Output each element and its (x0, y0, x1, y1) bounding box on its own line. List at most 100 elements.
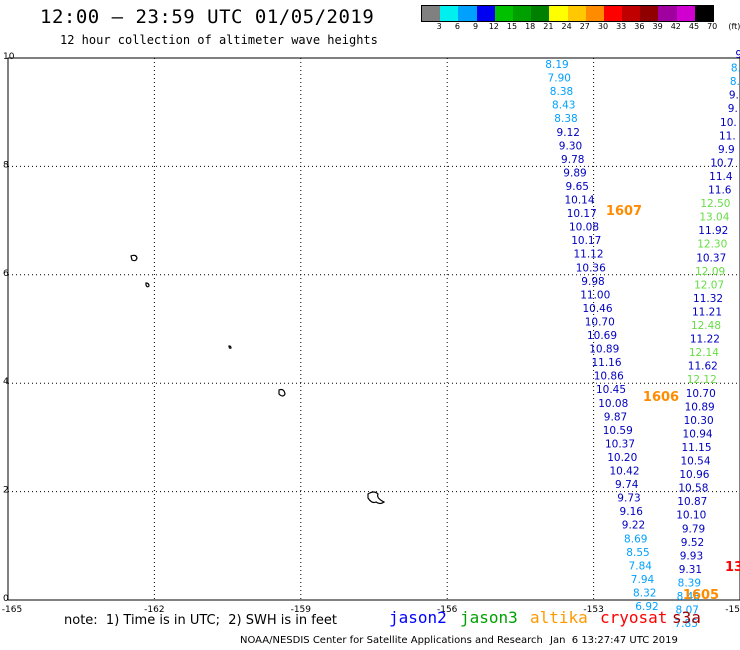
color-scale-label: 39 (652, 22, 663, 31)
color-scale-label: 3 (436, 22, 442, 31)
wave-height-value: 11.62 (688, 361, 718, 373)
wave-height-value: 9.93 (680, 550, 703, 562)
color-swatch (658, 6, 677, 21)
wave-height-value: 11.4 (709, 171, 733, 183)
wave-height-value: 10.37 (696, 252, 726, 264)
wave-height-value: 7.94 (631, 574, 655, 586)
wave-height-value: 8.48 (677, 591, 700, 603)
color-scale-label: (ft) (728, 22, 740, 31)
island-outline (145, 282, 150, 288)
wave-height-value: 8. (731, 63, 740, 75)
wave-height-value: 11.15 (681, 442, 711, 454)
color-scale-label: 33 (616, 22, 627, 31)
color-scale-bar (421, 5, 714, 22)
wave-height-value: 10. (720, 117, 737, 129)
wave-height-value: 10.70 (686, 388, 716, 400)
wave-height-value: 10.45 (596, 384, 626, 396)
color-swatch (476, 6, 495, 21)
wave-height-value: 10.08 (598, 398, 628, 410)
wave-height-value: 8.55 (626, 547, 649, 559)
legend-entry: jason2 (389, 608, 447, 627)
color-scale-label: 27 (579, 22, 590, 31)
x-tick-label: -15 (725, 605, 740, 615)
legend-entry: s3a (672, 608, 701, 627)
wave-height-value: 9.87 (604, 411, 627, 423)
legend-entry: altika (530, 608, 588, 627)
wave-height-value: 12.30 (697, 239, 727, 251)
wave-height-value: 11.12 (573, 249, 603, 261)
color-scale-label: 70 (707, 22, 718, 31)
wave-height-value: 11. (719, 130, 736, 142)
wave-height-value: 9.52 (681, 537, 704, 549)
wave-height-value: 9.74 (615, 479, 639, 491)
wave-height-value: 8.32 (633, 587, 656, 599)
island-outline (367, 491, 386, 505)
track-label: 1607 (606, 204, 642, 219)
map-subtitle: 12 hour collection of altimeter wave hei… (60, 33, 378, 47)
color-swatch (494, 6, 513, 21)
credit-line: NOAA/NESDIS Center for Satellite Applica… (240, 635, 543, 646)
wave-height-value: 11.00 (580, 289, 610, 301)
wave-height-value: 9.31 (679, 564, 702, 576)
track-label: 1606 (643, 390, 679, 405)
wave-height-value: 11.92 (698, 225, 728, 237)
wave-height-value: 10.17 (567, 208, 597, 220)
island-outline (278, 388, 286, 397)
color-swatch (640, 6, 659, 21)
wave-height-value: 9.78 (561, 154, 584, 166)
wave-height-value: 8.07 (676, 605, 699, 617)
color-scale-label: 15 (506, 22, 518, 31)
wave-height-value: 10.42 (609, 466, 639, 478)
wave-height-value: 7.85 (675, 618, 698, 630)
wave-height-value: 9.89 (563, 167, 586, 179)
wave-height-value: 10.69 (587, 330, 617, 342)
wave-height-value: 11.22 (690, 334, 720, 346)
color-swatch (512, 6, 532, 21)
wave-height-value: 8.38 (550, 86, 573, 98)
wave-height-value: 9.73 (617, 493, 640, 505)
wave-height-value: 10.59 (603, 425, 633, 437)
islands (130, 254, 386, 505)
legend-entry: jason3 (460, 608, 518, 627)
wave-height-value: 9 (735, 49, 740, 61)
wave-height-value: 10.46 (582, 303, 612, 315)
wave-height-value: 10.08 (569, 222, 599, 234)
track-label: 13. (725, 560, 740, 575)
wave-height-value: 10.70 (585, 316, 615, 328)
wave-height-value: 9.79 (682, 523, 705, 535)
island-outline (228, 345, 232, 349)
wave-height-value: 8.19 (545, 59, 568, 71)
wave-height-value: 12.14 (689, 347, 719, 359)
color-scale-label: 45 (688, 22, 700, 31)
wave-height-value: 11.6 (708, 185, 732, 197)
color-scale-label: 9 (473, 22, 479, 31)
wave-height-value: 8.69 (624, 533, 647, 545)
color-swatch (422, 6, 441, 21)
wave-height-value: 10.86 (594, 371, 624, 383)
x-tick-label: -153 (583, 605, 603, 615)
color-scale-label: 12 (488, 22, 499, 31)
wave-height-value: 12.48 (691, 320, 721, 332)
wave-height-value: 8.38 (554, 113, 577, 125)
color-scale-label: 36 (634, 22, 645, 31)
wave-height-value: 10.14 (564, 195, 594, 207)
wave-height-value: 10.58 (678, 483, 708, 495)
wave-height-value: 10.30 (684, 415, 714, 427)
wave-height-value: 9.65 (566, 181, 589, 193)
wave-height-value: 8. (730, 76, 740, 88)
wave-height-value: 12.12 (687, 374, 717, 386)
color-scale-label: 30 (597, 22, 609, 31)
color-swatch (458, 6, 477, 21)
wave-height-value: 11.16 (591, 357, 621, 369)
wave-height-value: 9. (728, 103, 738, 115)
wave-height-value: 10.96 (679, 469, 709, 481)
y-tick-label: 4 (3, 377, 9, 387)
wave-height-value: 6.92 (635, 601, 658, 613)
color-swatch (694, 6, 713, 21)
color-swatch (676, 6, 695, 21)
wave-height-value: 12.09 (695, 266, 725, 278)
wave-height-value: 9.9 (718, 144, 735, 156)
color-swatch (603, 6, 623, 21)
color-scale-labels: 3 6 9 12 15 18 21 24 27 30 33 36 39 42 45 70 (ft) (421, 22, 740, 34)
